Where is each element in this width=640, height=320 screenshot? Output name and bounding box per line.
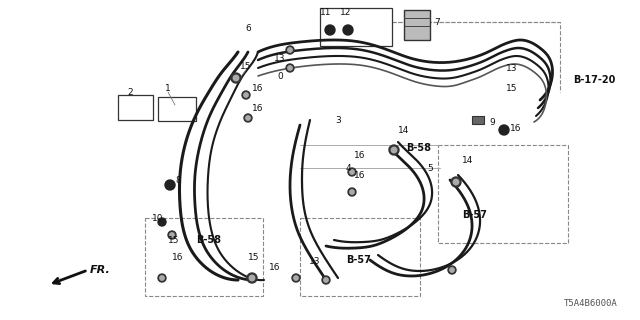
Circle shape (242, 91, 250, 99)
Circle shape (343, 25, 353, 35)
Text: 16: 16 (269, 263, 281, 273)
Circle shape (286, 64, 294, 72)
Text: 16: 16 (252, 103, 264, 113)
Circle shape (348, 188, 356, 196)
Bar (118, 95, 153, 120)
Text: B-17-20: B-17-20 (573, 75, 616, 85)
Text: 4: 4 (345, 164, 351, 172)
Text: 7: 7 (434, 18, 440, 27)
Text: 9: 9 (489, 117, 495, 126)
Bar (300, 218, 420, 296)
Circle shape (450, 268, 454, 272)
Circle shape (322, 276, 330, 284)
Circle shape (448, 266, 456, 274)
Circle shape (244, 93, 248, 97)
Circle shape (249, 275, 255, 281)
Text: 11: 11 (320, 7, 332, 17)
Text: 16: 16 (172, 253, 184, 262)
Circle shape (247, 273, 257, 283)
Text: B-58: B-58 (196, 235, 221, 245)
Circle shape (451, 177, 461, 187)
Circle shape (348, 168, 356, 176)
Text: 14: 14 (398, 125, 410, 134)
Text: 3: 3 (335, 116, 341, 124)
Text: 2: 2 (127, 87, 133, 97)
Text: 15: 15 (248, 253, 260, 262)
Text: B-57: B-57 (462, 210, 487, 220)
Text: 13: 13 (275, 53, 285, 62)
Circle shape (294, 276, 298, 280)
Circle shape (246, 116, 250, 120)
Text: T5A4B6000A: T5A4B6000A (564, 299, 618, 308)
Circle shape (158, 218, 166, 226)
Text: 16: 16 (510, 124, 522, 132)
Circle shape (231, 73, 241, 83)
Bar (404, 10, 430, 40)
Text: 1: 1 (165, 84, 171, 92)
Circle shape (158, 274, 166, 282)
Circle shape (499, 125, 509, 135)
Text: 16: 16 (355, 150, 365, 159)
Bar (438, 145, 568, 243)
Text: 0: 0 (277, 71, 283, 81)
Text: 16: 16 (252, 84, 264, 92)
Circle shape (160, 276, 164, 280)
Circle shape (350, 170, 354, 174)
Circle shape (165, 180, 175, 190)
Circle shape (288, 48, 292, 52)
Text: 5: 5 (427, 164, 433, 172)
Bar (145, 218, 263, 296)
Text: FR.: FR. (90, 265, 111, 275)
Circle shape (324, 278, 328, 282)
Circle shape (244, 114, 252, 122)
Bar (320, 8, 392, 46)
Circle shape (350, 190, 354, 194)
Text: 15: 15 (240, 61, 252, 70)
Bar (472, 116, 484, 124)
Circle shape (391, 147, 397, 153)
Text: B-57: B-57 (346, 255, 371, 265)
Circle shape (286, 46, 294, 54)
Text: 12: 12 (340, 7, 352, 17)
Circle shape (292, 274, 300, 282)
Text: 15: 15 (168, 236, 180, 244)
Text: B-58: B-58 (406, 143, 431, 153)
Text: 14: 14 (462, 156, 474, 164)
Circle shape (453, 179, 459, 185)
Text: 13: 13 (506, 63, 518, 73)
Circle shape (233, 75, 239, 81)
Bar (158, 97, 196, 121)
Circle shape (168, 231, 176, 239)
Circle shape (288, 66, 292, 70)
Circle shape (389, 145, 399, 155)
Text: 6: 6 (245, 23, 251, 33)
Text: 8: 8 (175, 175, 181, 185)
Circle shape (170, 233, 174, 237)
Text: 13: 13 (309, 258, 321, 267)
Text: 16: 16 (355, 171, 365, 180)
Circle shape (325, 25, 335, 35)
Text: 15: 15 (506, 84, 518, 92)
Text: 10: 10 (152, 213, 164, 222)
